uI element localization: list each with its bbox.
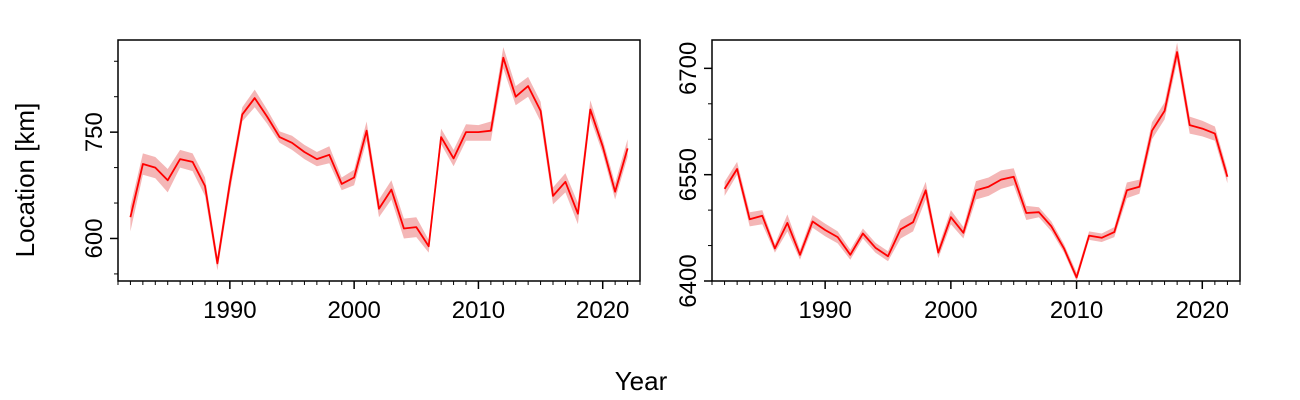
y-tick-label: 600: [81, 218, 108, 258]
x-tick-label: 2020: [1176, 297, 1229, 324]
y-tick-label: 750: [81, 112, 108, 152]
x-tick-label: 2020: [576, 297, 629, 324]
y-tick-label: 6400: [675, 254, 702, 307]
x-tick-label: 2000: [924, 297, 977, 324]
y-axis-label: Location [km]: [10, 103, 40, 258]
confidence-band: [724, 42, 1228, 281]
x-tick-label: 2010: [452, 297, 505, 324]
y-tick-label: 6700: [675, 42, 702, 95]
series-line: [723, 51, 1229, 279]
confidence-band: [130, 47, 628, 271]
x-tick-label: 1990: [798, 297, 851, 324]
left-panel: 1990 2000 2010 2020 600 750: [81, 39, 641, 324]
x-tick-label: 2000: [327, 297, 380, 324]
x-tick-label: 2010: [1050, 297, 1103, 324]
plot-frame: [117, 39, 641, 282]
x-axis-label: Year: [615, 366, 668, 396]
y-tick-label: 6550: [675, 148, 702, 201]
right-panel: 1990 2000 2010 2020 6400 6550 6700: [675, 39, 1241, 324]
x-tick-label: 1990: [203, 297, 256, 324]
plot-frame: [711, 39, 1241, 282]
series-line: [129, 56, 629, 265]
